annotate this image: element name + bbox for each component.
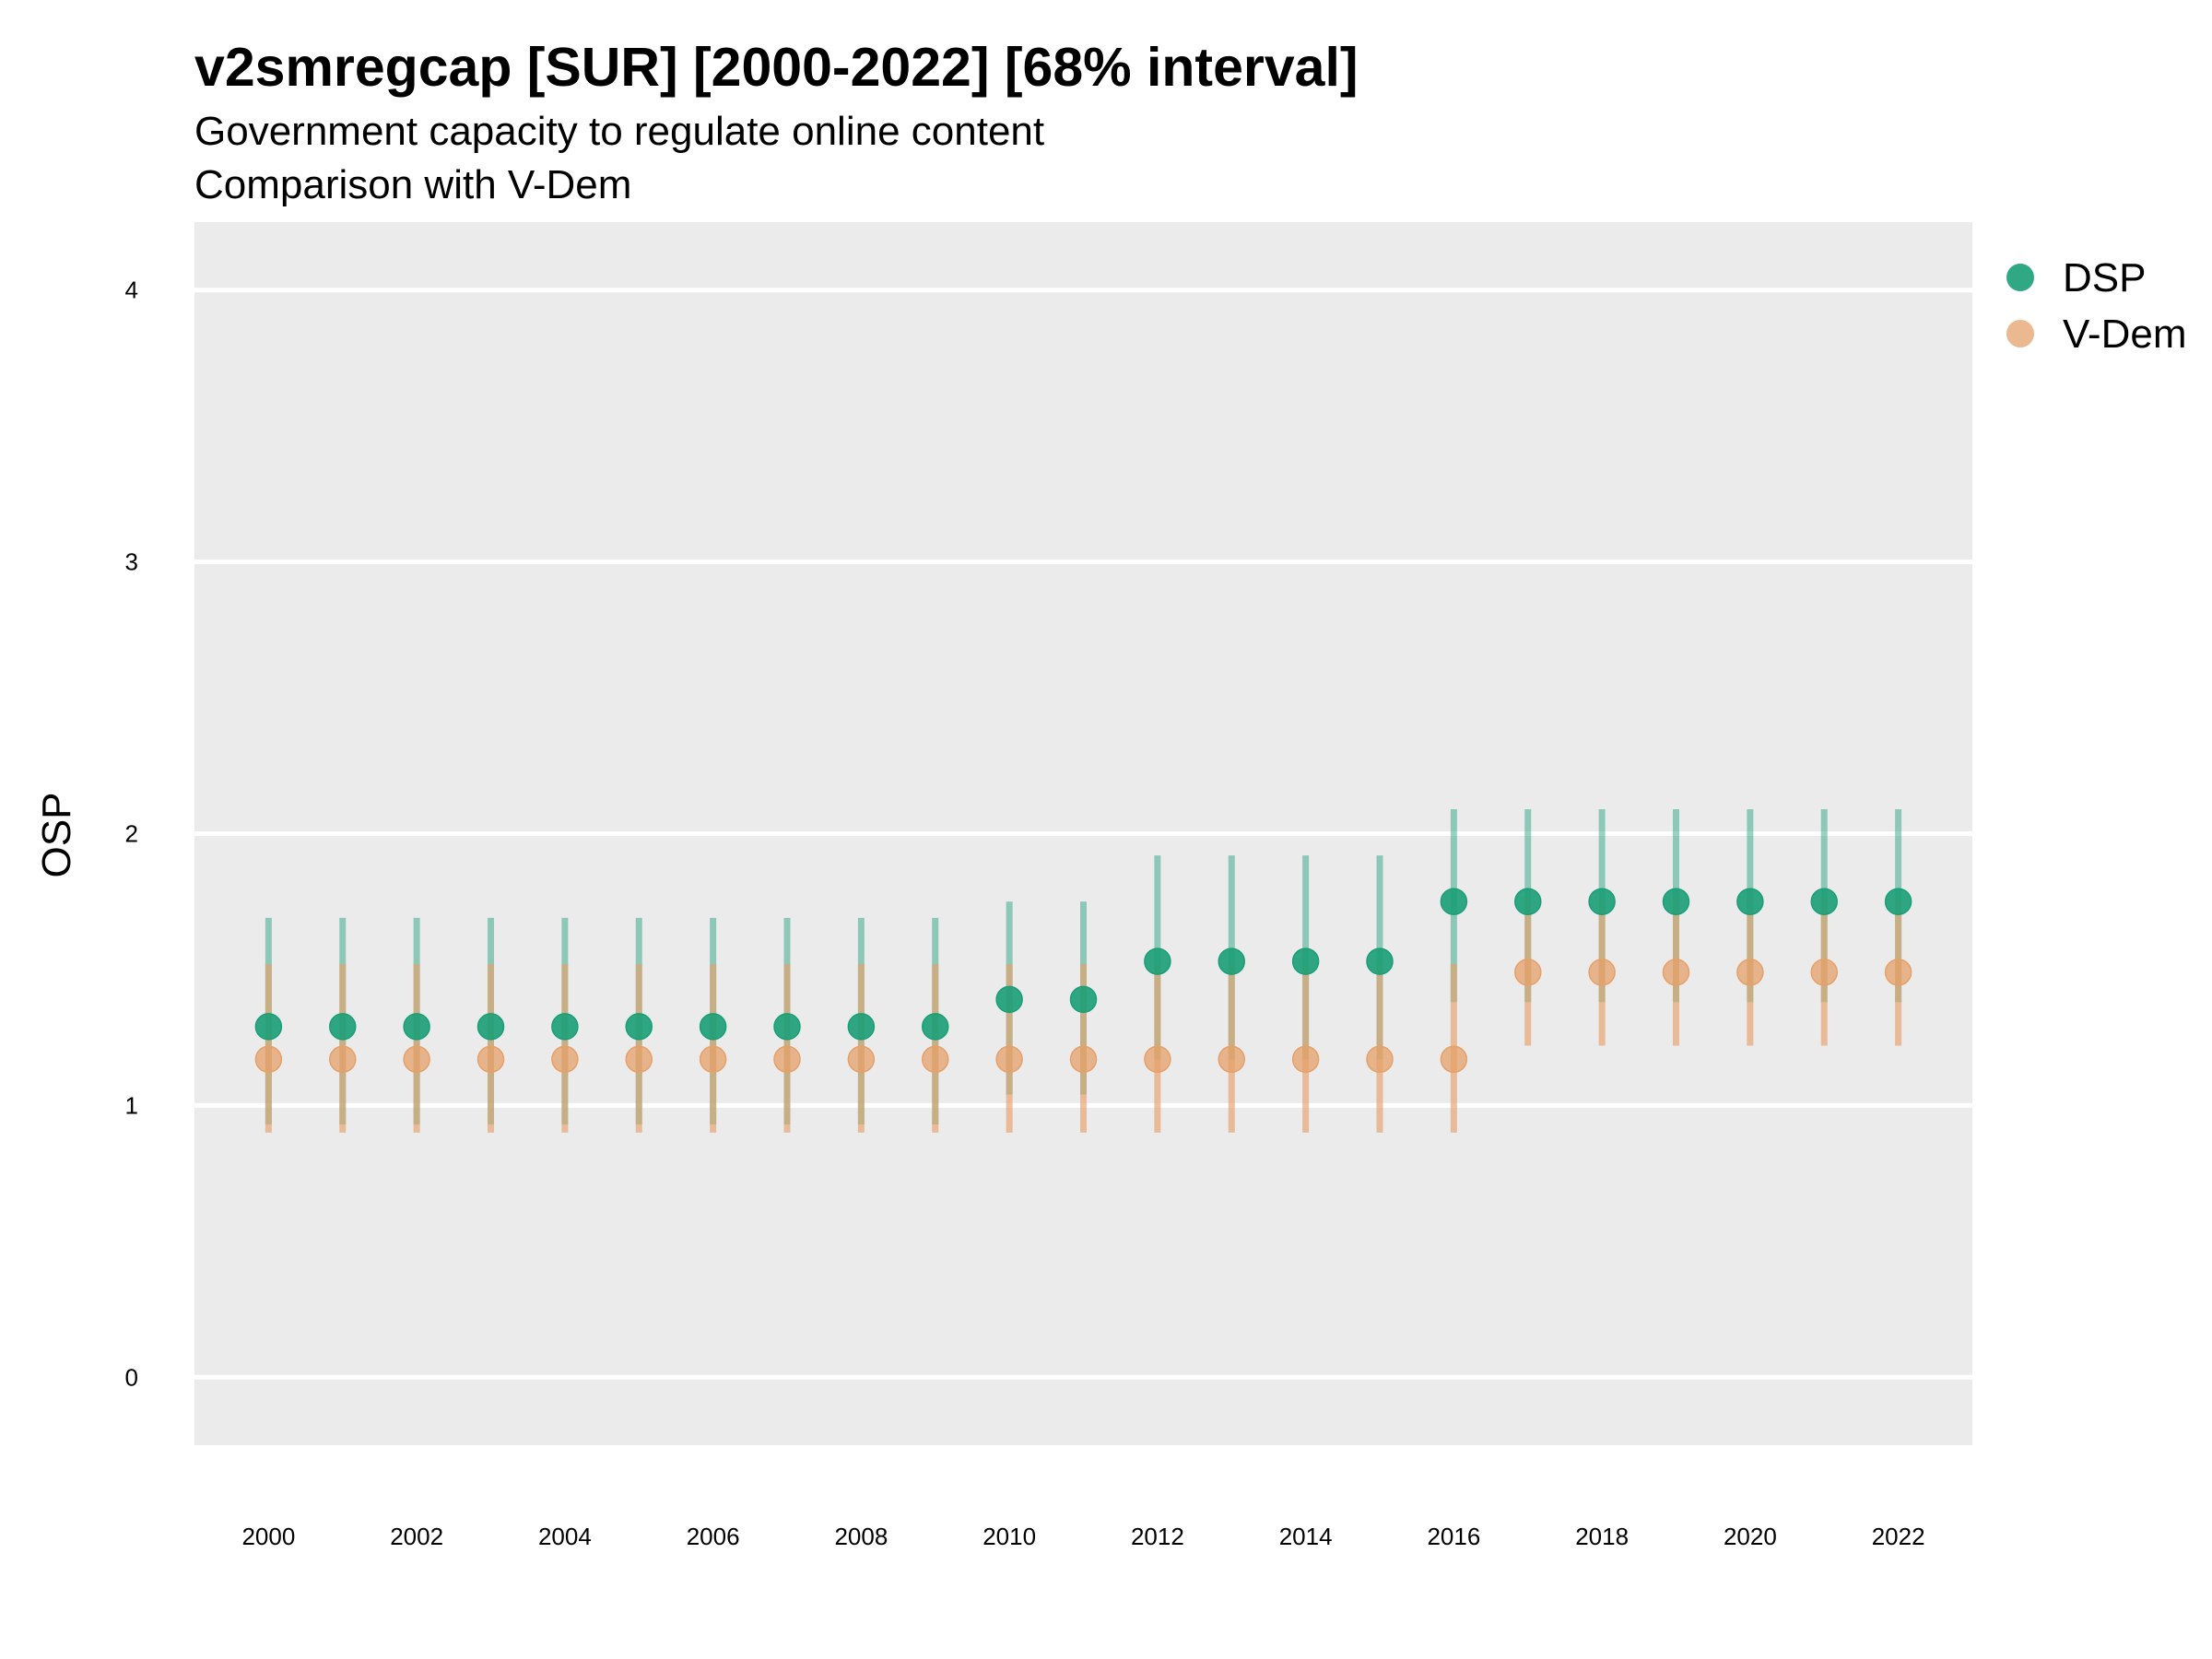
x-tick-label-2020: 2020: [1724, 1523, 1777, 1550]
dsp-points: [254, 888, 1912, 1041]
v-dem-point-2008: [847, 1045, 876, 1074]
dsp-point-2010: [995, 985, 1023, 1014]
v-dem-point-2019: [1662, 959, 1690, 986]
dsp-point-2014: [1291, 947, 1320, 975]
legend: DSP V-Dem: [2006, 255, 2186, 357]
dsp-point-2011: [1069, 985, 1098, 1014]
x-tick-label-2010: 2010: [982, 1523, 1036, 1550]
chart-subtitle-line-1: Government capacity to regulate online c…: [194, 109, 1044, 154]
dsp-point-2007: [773, 1013, 801, 1041]
v-dem-point-2006: [699, 1045, 727, 1074]
v-dem-point-2011: [1069, 1045, 1098, 1074]
dsp-point-2019: [1662, 888, 1690, 915]
legend-vdem-label: V-Dem: [2063, 312, 2186, 357]
dsp-point-2005: [625, 1013, 653, 1041]
dsp-point-2012: [1144, 947, 1171, 975]
x-tick-label-2022: 2022: [1872, 1523, 1925, 1550]
dsp-point-2001: [329, 1013, 357, 1041]
x-tick-label-2004: 2004: [538, 1523, 592, 1550]
v-dem-point-2022: [1884, 959, 1912, 986]
x-tick-label-2014: 2014: [1279, 1523, 1333, 1550]
y-tick-label-0: 0: [125, 1363, 138, 1391]
v-dem-point-2020: [1736, 959, 1764, 986]
dsp-point-2002: [403, 1013, 430, 1041]
y-tick-label-1: 1: [125, 1091, 138, 1119]
dsp-point-2013: [1218, 947, 1245, 975]
v-dem-point-2017: [1514, 959, 1542, 986]
y-tick-label-2: 2: [125, 820, 138, 848]
v-dem-point-2002: [403, 1045, 430, 1074]
chart-subtitle-line-2: Comparison with V-Dem: [194, 162, 631, 207]
dsp-point-2020: [1736, 888, 1764, 915]
v-dem-point-2009: [922, 1045, 949, 1074]
y-axis-label: OSP: [34, 793, 79, 878]
x-tick-label-2000: 2000: [241, 1523, 295, 1550]
y-axis-tick-labels: 0 1 2 3 4: [125, 276, 138, 1392]
dsp-point-2003: [477, 1013, 505, 1041]
dsp-point-2017: [1514, 888, 1542, 915]
chart-title: v2smregcap [SUR] [2000-2022] [68% interv…: [194, 37, 1359, 98]
v-dem-point-2000: [254, 1045, 283, 1074]
v-dem-point-2014: [1291, 1045, 1320, 1074]
y-tick-label-4: 4: [125, 276, 138, 304]
dsp-point-2018: [1588, 888, 1616, 915]
v-dem-point-2018: [1588, 959, 1616, 986]
v-dem-point-2003: [477, 1045, 505, 1074]
v-dem-point-2013: [1218, 1045, 1245, 1074]
dsp-point-2015: [1366, 947, 1394, 975]
x-tick-label-2016: 2016: [1427, 1523, 1480, 1550]
dsp-point-2016: [1440, 888, 1468, 915]
dsp-point-2008: [847, 1013, 876, 1041]
legend-vdem-marker: [2006, 320, 2034, 347]
legend-dsp-label: DSP: [2063, 255, 2146, 300]
x-tick-label-2008: 2008: [834, 1523, 888, 1550]
y-tick-label-3: 3: [125, 548, 138, 576]
dsp-point-2004: [551, 1013, 579, 1041]
x-tick-label-2018: 2018: [1575, 1523, 1629, 1550]
dsp-point-2000: [254, 1013, 283, 1041]
v-dem-point-2005: [625, 1045, 653, 1074]
x-tick-label-2002: 2002: [390, 1523, 443, 1550]
v-dem-point-2016: [1440, 1045, 1468, 1074]
vdem-points: [254, 959, 1912, 1074]
dsp-point-2022: [1884, 888, 1912, 915]
dsp-point-2021: [1810, 888, 1838, 915]
dsp-point-2009: [922, 1013, 949, 1041]
v-dem-point-2010: [995, 1045, 1023, 1074]
v-dem-point-2004: [551, 1045, 579, 1074]
x-tick-label-2006: 2006: [687, 1523, 740, 1550]
v-dem-point-2012: [1144, 1045, 1171, 1074]
v-dem-point-2007: [773, 1045, 801, 1074]
v-dem-point-2001: [329, 1045, 357, 1074]
v-dem-point-2021: [1810, 959, 1838, 986]
x-axis-tick-labels: 2000 2002 2004 2006 2008 2010 2012 2014 2016 2018…: [241, 1523, 1924, 1550]
legend-dsp-marker: [2006, 264, 2034, 291]
x-tick-label-2012: 2012: [1131, 1523, 1184, 1550]
v-dem-point-2015: [1366, 1045, 1394, 1074]
dsp-point-2006: [699, 1013, 727, 1041]
